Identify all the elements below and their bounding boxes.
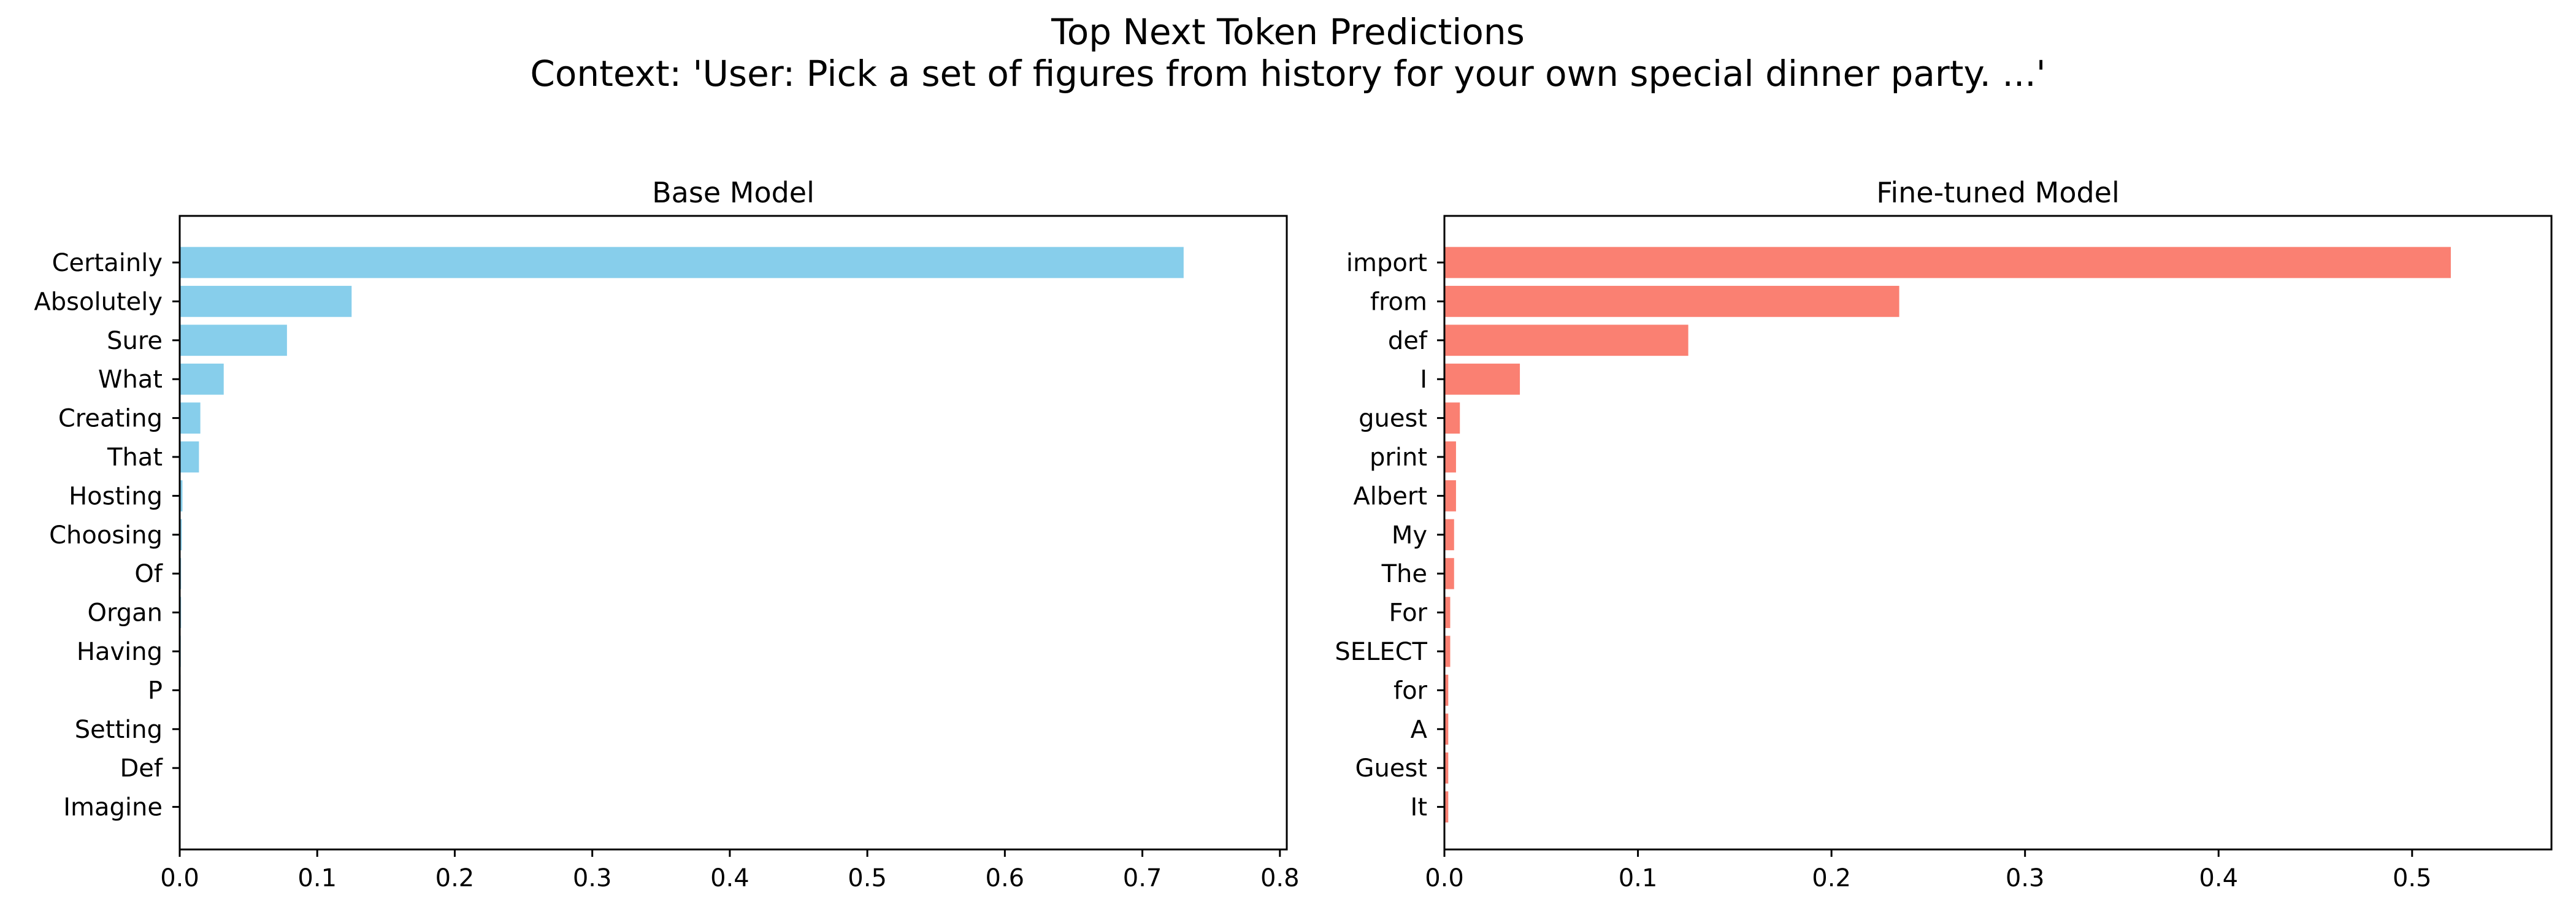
finetuned-xtick-label-0-3: 0.3 bbox=[2006, 864, 2045, 892]
finetuned-bar-it bbox=[1444, 791, 1449, 822]
finetuned-ytick-label-guest: Guest bbox=[1355, 754, 1427, 783]
finetuned-bar-i bbox=[1444, 363, 1520, 395]
base-ytick-label-absolutely: Absolutely bbox=[34, 288, 163, 316]
base-ytick-label-of: Of bbox=[134, 560, 163, 588]
finetuned-ytick-label-select: SELECT bbox=[1335, 638, 1427, 666]
base-xtick-label-0-3: 0.3 bbox=[573, 864, 612, 892]
finetuned-ytick-label-my: My bbox=[1392, 521, 1427, 550]
finetuned-bar-guest bbox=[1444, 752, 1449, 784]
base-bar-hosting bbox=[180, 480, 183, 512]
finetuned-bar-guest bbox=[1444, 402, 1460, 434]
finetuned-ytick-label-for: for bbox=[1393, 677, 1428, 705]
finetuned-ytick-label-guest: guest bbox=[1359, 405, 1427, 433]
base-xtick-label-0-7: 0.7 bbox=[1123, 864, 1162, 892]
finetuned-bar-a bbox=[1444, 713, 1449, 745]
finetuned-bar-the bbox=[1444, 558, 1454, 589]
base-xtick-label-0-4: 0.4 bbox=[710, 864, 749, 892]
finetuned-xtick-label-0-5: 0.5 bbox=[2393, 864, 2432, 892]
base-bar-that bbox=[180, 441, 199, 473]
base-ytick-label-creating: Creating bbox=[58, 405, 163, 433]
finetuned-ytick-label-for: For bbox=[1389, 599, 1428, 627]
base-xtick-label-0-1: 0.1 bbox=[297, 864, 337, 892]
base-xtick-label-0-2: 0.2 bbox=[435, 864, 475, 892]
base-ytick-label-organ: Organ bbox=[88, 599, 163, 627]
finetuned-bar-select bbox=[1444, 635, 1451, 667]
base-xtick-label-0-0: 0.0 bbox=[160, 864, 199, 892]
base-bar-what bbox=[180, 363, 224, 395]
finetuned-chart-title: Fine-tuned Model bbox=[1876, 176, 2120, 209]
figure-title-line1: Top Next Token Predictions bbox=[1051, 11, 1525, 53]
base-xtick-label-0-5: 0.5 bbox=[848, 864, 887, 892]
base-bar-creating bbox=[180, 402, 201, 434]
base-chart-title: Base Model bbox=[652, 176, 815, 209]
finetuned-bar-for bbox=[1444, 675, 1449, 706]
base-ytick-label-p: P bbox=[148, 677, 163, 705]
finetuned-xtick-label-0-0: 0.0 bbox=[1425, 864, 1464, 892]
base-ytick-label-certainly: Certainly bbox=[52, 249, 163, 277]
figure-title-line2: Context: 'User: Pick a set of figures fr… bbox=[530, 53, 2045, 94]
finetuned-ytick-label-i: I bbox=[1420, 366, 1427, 394]
finetuned-ytick-label-print: print bbox=[1370, 443, 1427, 472]
base-ytick-label-choosing: Choosing bbox=[49, 521, 163, 550]
finetuned-bar-albert bbox=[1444, 480, 1456, 512]
finetuned-bar-import bbox=[1444, 247, 2451, 278]
finetuned-ytick-label-the: The bbox=[1381, 560, 1427, 588]
finetuned-xtick-label-0-2: 0.2 bbox=[1812, 864, 1851, 892]
base-xtick-label-0-6: 0.6 bbox=[986, 864, 1025, 892]
base-model-chart: Certainly Absolutely Sure What Creating That H… bbox=[34, 176, 1299, 892]
finetuned-xtick-label-0-4: 0.4 bbox=[2199, 864, 2238, 892]
finetuned-ytick-label-import: import bbox=[1346, 249, 1427, 277]
finetuned-bar-def bbox=[1444, 324, 1689, 356]
base-ytick-label-setting: Setting bbox=[75, 716, 163, 744]
base-bar-certainly bbox=[180, 247, 1184, 278]
finetuned-bar-my bbox=[1444, 519, 1454, 551]
finetuned-bar-from bbox=[1444, 286, 1899, 317]
base-bar-absolutely bbox=[180, 286, 352, 317]
finetuned-ytick-label-from: from bbox=[1370, 288, 1427, 316]
finetuned-bar-print bbox=[1444, 441, 1456, 473]
base-xtick-label-0-8: 0.8 bbox=[1260, 864, 1300, 892]
finetuned-ytick-label-a: A bbox=[1411, 716, 1428, 744]
base-ytick-label-hosting: Hosting bbox=[69, 482, 163, 510]
base-bar-sure bbox=[180, 324, 287, 356]
base-ytick-label-sure: Sure bbox=[107, 327, 163, 355]
base-bar-choosing bbox=[180, 519, 182, 551]
finetuned-ytick-label-albert: Albert bbox=[1353, 482, 1427, 510]
base-ytick-label-def: Def bbox=[120, 754, 163, 783]
finetuned-ytick-label-it: It bbox=[1411, 794, 1427, 822]
finetuned-xtick-label-0-1: 0.1 bbox=[1619, 864, 1658, 892]
base-ytick-label-imagine: Imagine bbox=[63, 794, 163, 822]
finetuned-plot-frame bbox=[1443, 215, 2553, 851]
finetuned-ytick-label-def: def bbox=[1388, 327, 1428, 355]
base-ytick-label-that: That bbox=[107, 443, 163, 472]
base-plot-frame bbox=[178, 215, 1288, 851]
base-ytick-label-what: What bbox=[98, 366, 163, 394]
base-ytick-label-having: Having bbox=[77, 638, 163, 666]
finetuned-bar-for bbox=[1444, 597, 1451, 628]
